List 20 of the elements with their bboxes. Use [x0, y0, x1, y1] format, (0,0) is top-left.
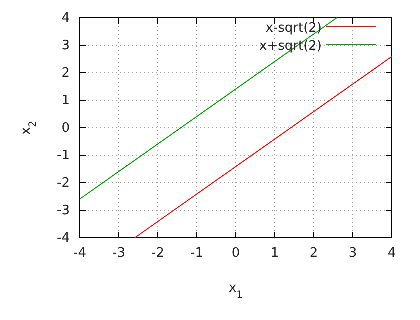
y-tick-label: 4	[62, 11, 70, 26]
x-tick-label: -4	[74, 246, 86, 262]
x-tick-label: 1	[270, 246, 280, 262]
x-axis-title: x$_{1}$	[228, 281, 244, 300]
x-tick-label: 3	[348, 246, 358, 262]
y-tick-label: 3	[62, 38, 70, 54]
legend-label: x-sqrt(2)	[266, 21, 322, 36]
x-tick-label: 2	[310, 246, 318, 262]
x-tick-label: 0	[232, 246, 240, 262]
y-tick-label: 0	[62, 121, 70, 136]
y-tick-label: -1	[57, 148, 70, 164]
x-tick-label: -1	[190, 246, 204, 262]
y-tick-label: -2	[57, 176, 70, 192]
y-tick-label: -4	[57, 231, 70, 246]
x-tick-label: 4	[388, 246, 396, 262]
x-tick-label: -2	[152, 246, 164, 262]
x-tick-label: -3	[112, 246, 126, 262]
y-tick-label: -3	[57, 204, 70, 219]
y-tick-label: 2	[62, 66, 70, 82]
y-tick-label: 1	[62, 94, 70, 109]
